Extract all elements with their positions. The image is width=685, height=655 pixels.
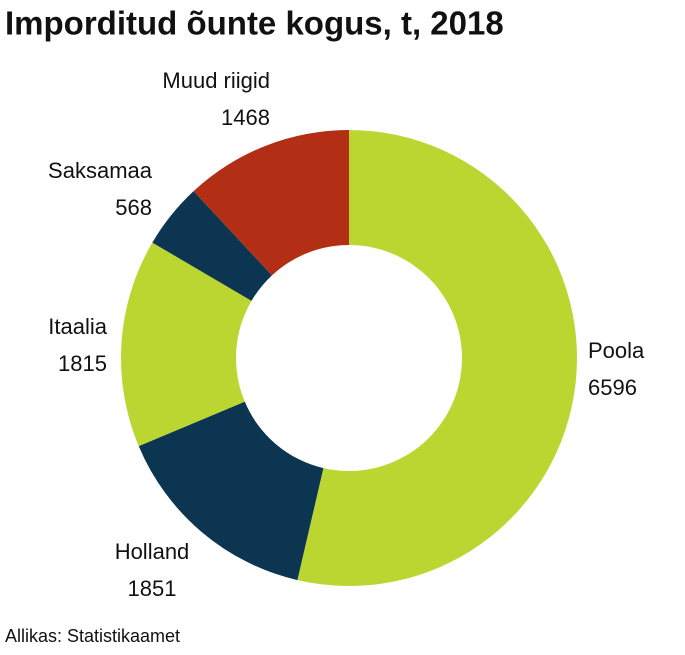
slice-label: Saksamaa (48, 158, 153, 183)
donut-slice (152, 191, 272, 301)
slice-value: 1851 (128, 576, 177, 601)
slice-value: 1468 (221, 105, 270, 130)
slice-label: Muud riigid (162, 68, 270, 93)
donut-slice (193, 130, 349, 276)
chart-title: Imporditud õunte kogus, t, 2018 (5, 5, 504, 42)
slice-label: Holland (115, 539, 190, 564)
slice-value: 1815 (58, 351, 107, 376)
slice-label: Itaalia (48, 314, 107, 339)
slice-label: Poola (588, 338, 645, 363)
source-note: Allikas: Statistikaamet (5, 626, 180, 646)
slice-value: 568 (115, 195, 152, 220)
donut-slice (120, 242, 252, 447)
donut-slice (297, 130, 577, 586)
donut-slice (138, 401, 324, 581)
slice-value: 6596 (588, 375, 637, 400)
